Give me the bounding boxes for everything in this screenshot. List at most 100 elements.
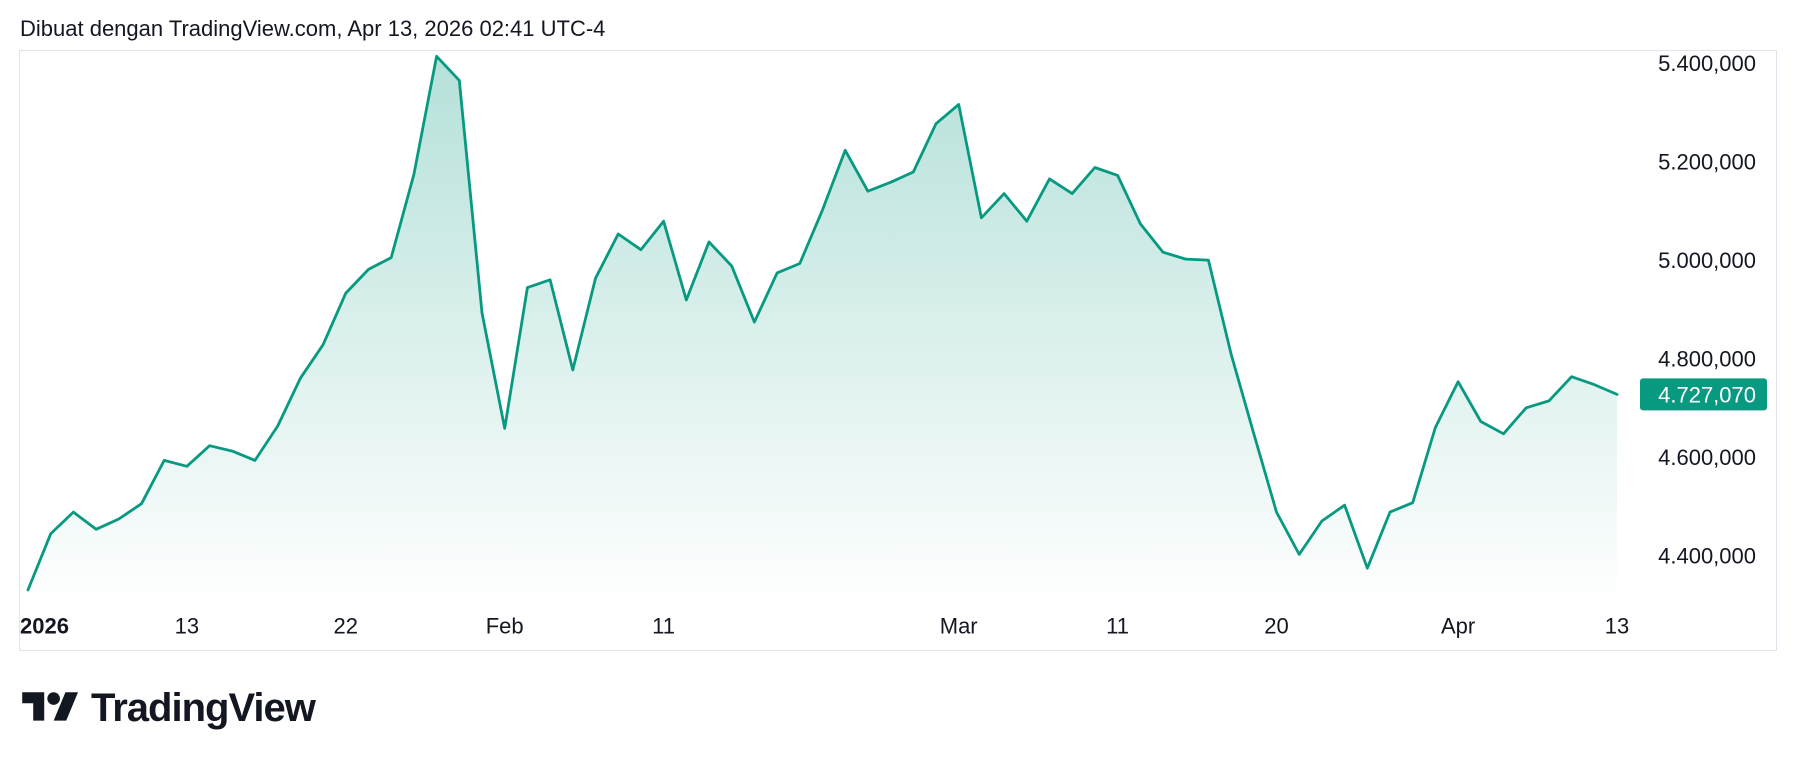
data-point <box>252 457 258 463</box>
data-point <box>1183 256 1189 262</box>
data-point <box>320 342 326 348</box>
data-point <box>1455 379 1461 385</box>
data-point <box>161 457 167 463</box>
data-point <box>593 275 599 281</box>
data-point <box>343 290 349 296</box>
x-tick-label: 11 <box>1106 614 1129 639</box>
x-tick-label: Feb <box>486 614 524 639</box>
y-tick-label: 5.000,000 <box>1658 248 1756 273</box>
data-point <box>1137 221 1143 227</box>
logo-mark-shape <box>22 692 78 721</box>
data-point <box>978 215 984 221</box>
data-point <box>1319 518 1325 524</box>
data-point <box>48 531 54 537</box>
x-tick-label: Apr <box>1441 614 1475 639</box>
data-point <box>1387 509 1393 515</box>
series-area <box>28 56 1617 608</box>
x-tick-label: 11 <box>652 614 675 639</box>
data-point <box>1205 257 1211 263</box>
data-point <box>70 509 76 515</box>
data-point <box>1115 172 1121 178</box>
data-point <box>1092 165 1098 171</box>
tradingview-logo: TradingView <box>22 684 316 732</box>
data-point <box>1591 382 1597 388</box>
data-point <box>1478 419 1484 425</box>
data-point <box>1251 431 1257 437</box>
data-point <box>1047 176 1053 182</box>
data-point <box>434 53 440 59</box>
data-point <box>411 171 417 177</box>
data-point <box>275 423 281 429</box>
data-point <box>683 297 689 303</box>
x-tick-label: 13 <box>1605 614 1629 639</box>
data-point <box>865 188 871 194</box>
data-point <box>1569 374 1575 380</box>
data-point <box>570 367 576 373</box>
data-point <box>842 147 848 153</box>
data-point <box>547 277 553 283</box>
y-tick-label: 4.800,000 <box>1658 347 1756 372</box>
data-point <box>797 261 803 267</box>
x-tick-label: 13 <box>175 614 199 639</box>
data-point <box>366 266 372 272</box>
data-point <box>297 375 303 381</box>
data-point <box>502 425 508 431</box>
data-point <box>207 443 213 449</box>
data-point <box>615 231 621 237</box>
data-point <box>1342 502 1348 508</box>
data-point <box>116 516 122 522</box>
x-tick-label: 2026 <box>20 614 69 639</box>
data-point <box>729 263 735 269</box>
data-point <box>1432 424 1438 430</box>
header-caption: Dibuat dengan TradingView.com, Apr 13, 2… <box>20 16 606 41</box>
data-point <box>956 102 962 108</box>
last-price-badge: 4.727,070 <box>1640 378 1767 411</box>
data-point <box>1228 351 1234 357</box>
chart-frame <box>19 50 1777 651</box>
data-point <box>456 77 462 83</box>
data-point <box>933 121 939 127</box>
logo-mark-dot <box>47 692 60 705</box>
data-point <box>524 285 530 291</box>
x-tick-label: 20 <box>1264 614 1288 639</box>
data-point <box>888 179 894 185</box>
y-tick-label: 4.400,000 <box>1658 543 1756 568</box>
data-point <box>661 218 667 224</box>
last-price-label: 4.727,070 <box>1658 382 1756 407</box>
data-point <box>1614 391 1620 397</box>
tradingview-logo-icon <box>22 692 78 721</box>
data-point <box>388 255 394 261</box>
y-tick-label: 4.600,000 <box>1658 445 1756 470</box>
data-point <box>1069 191 1075 197</box>
logo-wordmark: TradingView <box>91 686 316 730</box>
data-point <box>820 207 826 213</box>
data-point <box>751 319 757 325</box>
data-point <box>1523 405 1529 411</box>
data-point <box>1160 249 1166 255</box>
x-tick-label: 22 <box>334 614 358 639</box>
data-point <box>184 463 190 469</box>
data-point <box>1364 565 1370 571</box>
y-tick-label: 5.200,000 <box>1658 150 1756 175</box>
data-point <box>774 270 780 276</box>
data-point <box>1410 500 1416 506</box>
data-point <box>93 526 99 532</box>
data-point <box>706 239 712 245</box>
data-point <box>479 310 485 316</box>
data-point <box>1001 191 1007 197</box>
data-point <box>1296 551 1302 557</box>
data-point <box>910 169 916 175</box>
last-price-badge-bg <box>1640 378 1767 411</box>
series-line <box>26 54 1619 592</box>
data-point <box>1024 218 1030 224</box>
data-point <box>1546 398 1552 404</box>
data-point <box>139 501 145 507</box>
data-point <box>1501 431 1507 437</box>
data-point <box>229 448 235 454</box>
data-point <box>1274 509 1280 515</box>
data-point <box>25 587 31 593</box>
data-point <box>638 247 644 253</box>
x-tick-label: Mar <box>940 614 978 639</box>
